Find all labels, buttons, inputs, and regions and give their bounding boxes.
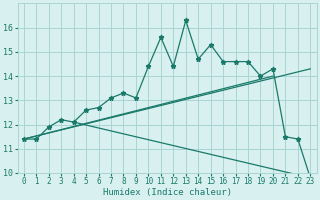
X-axis label: Humidex (Indice chaleur): Humidex (Indice chaleur) bbox=[103, 188, 232, 197]
